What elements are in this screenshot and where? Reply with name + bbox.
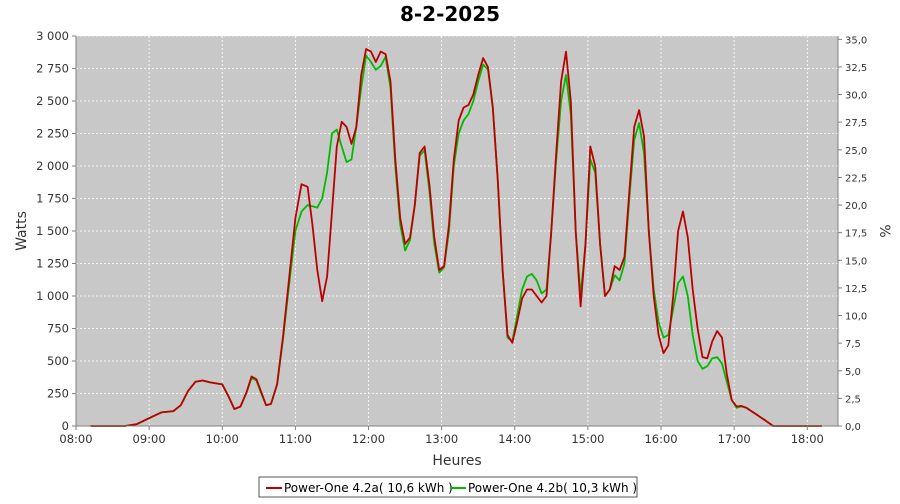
y2-tick-label: 22,5 <box>845 173 867 184</box>
x-tick-label: 17:00 <box>718 432 751 446</box>
y2-tick-label: 10,0 <box>845 312 867 323</box>
y2-tick-label: 0,0 <box>845 422 861 433</box>
y-tick-label: 1 750 <box>36 192 69 206</box>
y-tick-label: 1 500 <box>36 224 69 238</box>
y-tick-label: 2 750 <box>36 62 69 76</box>
series-layer <box>90 48 822 427</box>
x-tick-label: 10:00 <box>206 432 239 446</box>
y-tick-label: 0 <box>62 419 69 433</box>
chart-title: 8-2-2025 <box>400 2 500 26</box>
axis-labels: 08:00 09:00 10:00 11:00 12:00 13:00 14:00 15:00… <box>36 29 867 446</box>
y2-tick-label: 12,5 <box>845 284 867 295</box>
y2-axis-title: % <box>876 224 892 237</box>
y-tick-label: 2 250 <box>36 127 69 141</box>
y-tick-label: 1 250 <box>36 257 69 271</box>
y2-tick-label: 5,0 <box>845 367 861 378</box>
y2-tick-label: 35,0 <box>845 35 867 46</box>
y2-tick-label: 20,0 <box>845 201 867 212</box>
x-tick-label: 16:00 <box>644 432 677 446</box>
y2-tick-label: 27,5 <box>845 118 867 129</box>
y2-tick-label: 25,0 <box>845 146 867 157</box>
y2-tick-label: 7,5 <box>845 339 861 350</box>
y2-tick-label: 30,0 <box>845 91 867 102</box>
legend: Power-One 4.2a( 10,6 kWh ) Power-One 4.2b… <box>258 476 638 498</box>
x-tick-label: 13:00 <box>425 432 458 446</box>
x-tick-label: 08:00 <box>59 432 92 446</box>
y-tick-label: 250 <box>47 387 69 401</box>
y-tick-label: 500 <box>47 354 69 368</box>
x-tick-label: 15:00 <box>571 432 604 446</box>
y2-tick-label: 15,0 <box>845 256 867 267</box>
legend-box <box>258 476 638 498</box>
x-tick-label: 18:00 <box>791 432 824 446</box>
y-tick-label: 2 000 <box>36 159 69 173</box>
x-tick-label: 09:00 <box>133 432 166 446</box>
legend-label-2: Power-One 4.2b( 10,3 kWh ) <box>468 481 637 495</box>
y-tick-label: 3 000 <box>36 29 69 43</box>
y2-tick-label: 32,5 <box>845 63 867 74</box>
x-tick-label: 14:00 <box>498 432 531 446</box>
y2-tick-label: 2,5 <box>845 394 861 405</box>
y2-tick-label: 17,5 <box>845 229 867 240</box>
y-tick-label: 1 000 <box>36 289 69 303</box>
legend-label-1: Power-One 4.2a( 10,6 kWh ) <box>284 481 453 495</box>
x-tick-label: 12:00 <box>352 432 385 446</box>
x-axis-title: Heures <box>432 453 481 469</box>
y-tick-label: 2 500 <box>36 94 69 108</box>
y-tick-label: 750 <box>47 322 69 336</box>
y-axis-title: Watts <box>14 211 30 251</box>
x-tick-label: 11:00 <box>279 432 312 446</box>
series-line-1 <box>90 48 822 427</box>
